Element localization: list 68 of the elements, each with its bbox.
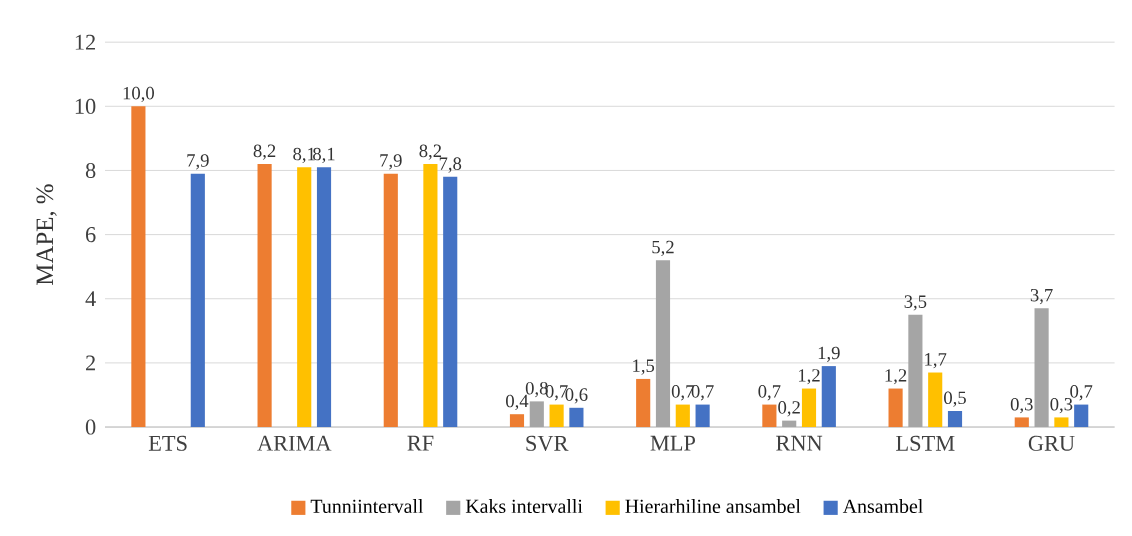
bar	[782, 420, 797, 428]
bar	[801, 388, 817, 428]
bar	[762, 404, 777, 428]
data-label: 8,1	[313, 147, 335, 164]
x-tick-label: ARIMA	[257, 435, 332, 451]
bar	[1054, 417, 1069, 428]
x-tick-label: RNN	[776, 435, 823, 451]
data-label: 1,2	[798, 369, 820, 385]
bar	[928, 372, 943, 428]
bar	[257, 164, 272, 428]
bar	[1034, 308, 1049, 428]
bar	[569, 407, 584, 428]
bar	[655, 260, 671, 428]
x-tick-label: MLP	[650, 435, 695, 451]
bar	[549, 404, 564, 428]
bar	[297, 167, 312, 428]
bar	[383, 173, 398, 428]
legend-label: Ansambel	[842, 499, 923, 514]
data-label: 10,0	[123, 86, 154, 103]
y-tick-label: 10	[75, 98, 96, 114]
y-tick-label: 2	[86, 355, 95, 371]
bar	[529, 401, 544, 428]
y-tick-label: 4	[85, 291, 96, 307]
bar	[443, 176, 458, 428]
bar	[675, 404, 690, 428]
data-label: 1,5	[633, 359, 655, 375]
legend-label: Tunniintervall	[310, 499, 424, 514]
bar	[190, 173, 205, 428]
x-tick-label: LSTM	[896, 435, 955, 451]
y-tick-label: 12	[75, 34, 95, 50]
bar	[509, 414, 525, 428]
y-axis-title: MAPE, %	[36, 184, 57, 286]
legend-label: Hierarhiline ansambel	[625, 499, 801, 514]
bar	[908, 314, 923, 428]
data-label: 7,8	[439, 157, 462, 173]
bar	[423, 164, 438, 428]
data-label: 0,3	[1010, 397, 1033, 414]
x-tick-label: SVR	[526, 435, 569, 451]
data-label: 1,2	[885, 369, 907, 385]
data-label: 8,2	[253, 144, 276, 160]
data-label: 3,7	[1030, 288, 1053, 305]
y-tick-label: 8	[85, 162, 96, 179]
bar	[888, 388, 903, 428]
data-label: 1,7	[925, 353, 947, 369]
y-tick-label: 6	[86, 227, 96, 243]
x-tick-label: ETS	[148, 435, 187, 451]
x-tick-label: GRU	[1028, 435, 1075, 451]
bar	[821, 366, 836, 428]
data-label: 0,2	[778, 401, 800, 417]
data-label: 3,5	[904, 295, 927, 311]
data-label: 7,9	[380, 154, 402, 170]
data-label: 5,2	[652, 240, 674, 257]
data-label: 8,2	[419, 144, 442, 160]
bar	[1014, 417, 1029, 428]
data-label: 0,5	[944, 391, 966, 407]
x-tick-label: RF	[407, 435, 434, 451]
bar	[1074, 404, 1089, 428]
data-label: 7,9	[187, 154, 209, 170]
bar	[695, 404, 710, 428]
data-label: 0,7	[758, 385, 781, 401]
bar	[947, 411, 963, 428]
legend-label: Kaks intervalli	[465, 499, 583, 514]
bar	[316, 167, 332, 428]
y-tick-label: 0	[85, 419, 96, 435]
data-label: 1,9	[818, 346, 840, 362]
data-label: 8,1	[293, 147, 315, 164]
bar	[636, 378, 651, 428]
bar	[131, 106, 146, 428]
